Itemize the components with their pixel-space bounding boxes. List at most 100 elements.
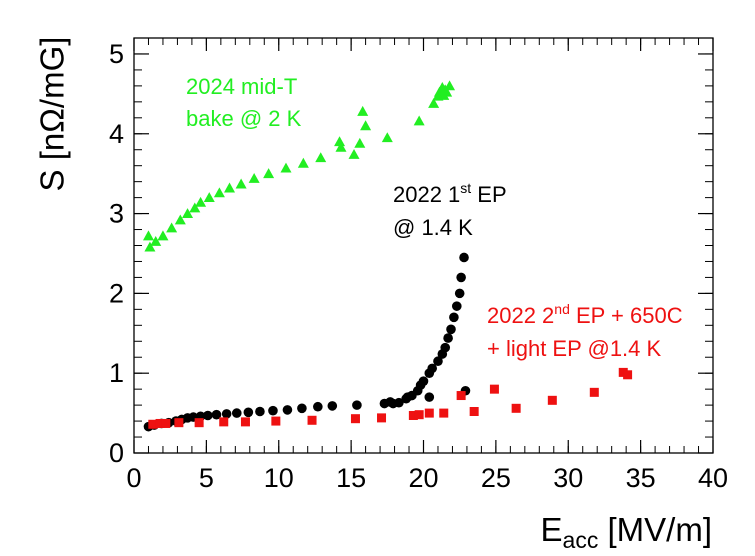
x-tick-label: 40 [698,463,728,493]
data-point-triangle [189,202,201,213]
data-point-circle [394,397,404,408]
data-point-triangle [444,80,456,91]
data-point-triangle [203,192,215,203]
data-point-triangle [428,97,440,108]
black-series-label: 2022 1st EP @ 1.4 K [393,180,512,240]
x-axis-title: Eacc [MV/m] [541,511,712,553]
axis-ticks [133,37,714,454]
y-tick-label: 4 [109,119,124,149]
data-point-circle [313,401,323,412]
data-point-square [589,387,599,397]
data-point-triangle [174,214,186,225]
data-point-triangle [348,149,360,159]
data-point-triangle [248,172,260,183]
x-axis-title-unit: [MV/m] [598,511,712,548]
data-point-circle [203,410,213,421]
data-point-circle [268,405,278,416]
data-point-triangle [150,236,162,246]
data-point-square [219,417,229,427]
data-point-triangle [335,141,347,152]
y-tick-label: 2 [109,278,124,308]
data-point-circle [456,272,466,283]
data-point-circle [221,409,232,419]
x-axis-title-subscript: acc [563,527,599,553]
data-point-circle [231,408,242,418]
x-tick-label: 35 [626,463,656,493]
data-point-triangle [315,152,327,163]
x-tick-label: 10 [264,463,294,493]
data-point-circle [424,392,435,402]
data-point-circle [443,333,453,343]
green-series-label: 2024 mid-T bake @ 2 K [186,74,303,131]
plot-frame [133,37,714,454]
data-point-square [271,416,281,426]
data-point-triangle [357,105,369,116]
data-point-square [456,391,466,401]
data-point-circle [418,376,429,386]
data-point-circle [352,400,362,410]
red-series-label-suffix: EP + 650C [570,303,683,328]
data-point-circle [454,288,465,299]
data-point-square [547,395,557,405]
data-point-square [350,414,360,424]
y-tick-label: 1 [109,358,124,388]
data-point-triangle [213,187,225,198]
data-point-square [511,403,521,413]
data-point-circle [433,356,443,367]
data-point-triangle [334,136,346,147]
data-point-square [439,408,449,418]
data-point-square [424,408,434,418]
data-point-circle [327,401,338,411]
data-point-circle [401,393,411,404]
red-series-label-superscript: nd [554,301,570,317]
data-point-triangle [297,157,309,168]
data-point-triangle [441,86,453,97]
data-point-triangle [195,196,207,207]
y-tick-labels: 0 1 2 3 4 5 [109,39,124,468]
data-point-triangle [157,230,169,241]
data-points [142,80,633,432]
data-point-circle [297,403,307,414]
data-point-square [240,417,250,427]
green-series-label-line2: bake @ 2 K [186,106,302,131]
data-point-square [408,410,418,420]
y-tick-label: 3 [109,199,124,229]
black-series-label-superscript: st [460,180,471,196]
data-point-circle [449,312,459,323]
black-series-label-prefix: 2022 1 [393,182,460,207]
x-tick-label: 30 [553,463,583,493]
data-point-triangle [381,132,393,143]
data-point-triangle [224,182,236,193]
x-tick-label: 15 [336,463,366,493]
data-point-triangle [182,208,194,218]
data-point-triangle [263,168,275,179]
black-series-label-line2: @ 1.4 K [393,215,473,240]
data-point-circle [385,397,396,407]
data-point-square [414,410,424,420]
data-point-square [377,413,387,423]
x-axis-title-main: E [541,511,563,548]
data-point-square [623,370,633,380]
data-point-square [161,418,171,428]
x-tick-label: 5 [199,463,214,493]
data-point-square [148,419,158,429]
black-series-label-suffix: EP [471,182,506,207]
data-point-circle [446,324,456,335]
y-tick-label: 5 [109,39,124,69]
x-tick-labels: 0 5 10 15 20 25 30 35 40 [126,463,728,493]
data-point-triangle [166,222,178,233]
data-point-circle [451,301,462,311]
green-series-label-line1: 2024 mid-T [186,74,297,99]
data-point-circle [427,363,437,374]
y-tick-label: 0 [109,438,124,468]
data-point-square [174,418,184,428]
data-point-triangle [413,115,425,126]
red-series-label-line2: + light EP @1.4 K [487,336,662,361]
x-tick-label: 25 [481,463,511,493]
x-tick-label: 20 [408,463,438,493]
red-series-label-prefix: 2022 2 [487,303,554,328]
data-point-square [489,384,499,394]
y-axis-title: S [nΩ/mG] [34,37,71,192]
data-point-circle [211,409,222,420]
